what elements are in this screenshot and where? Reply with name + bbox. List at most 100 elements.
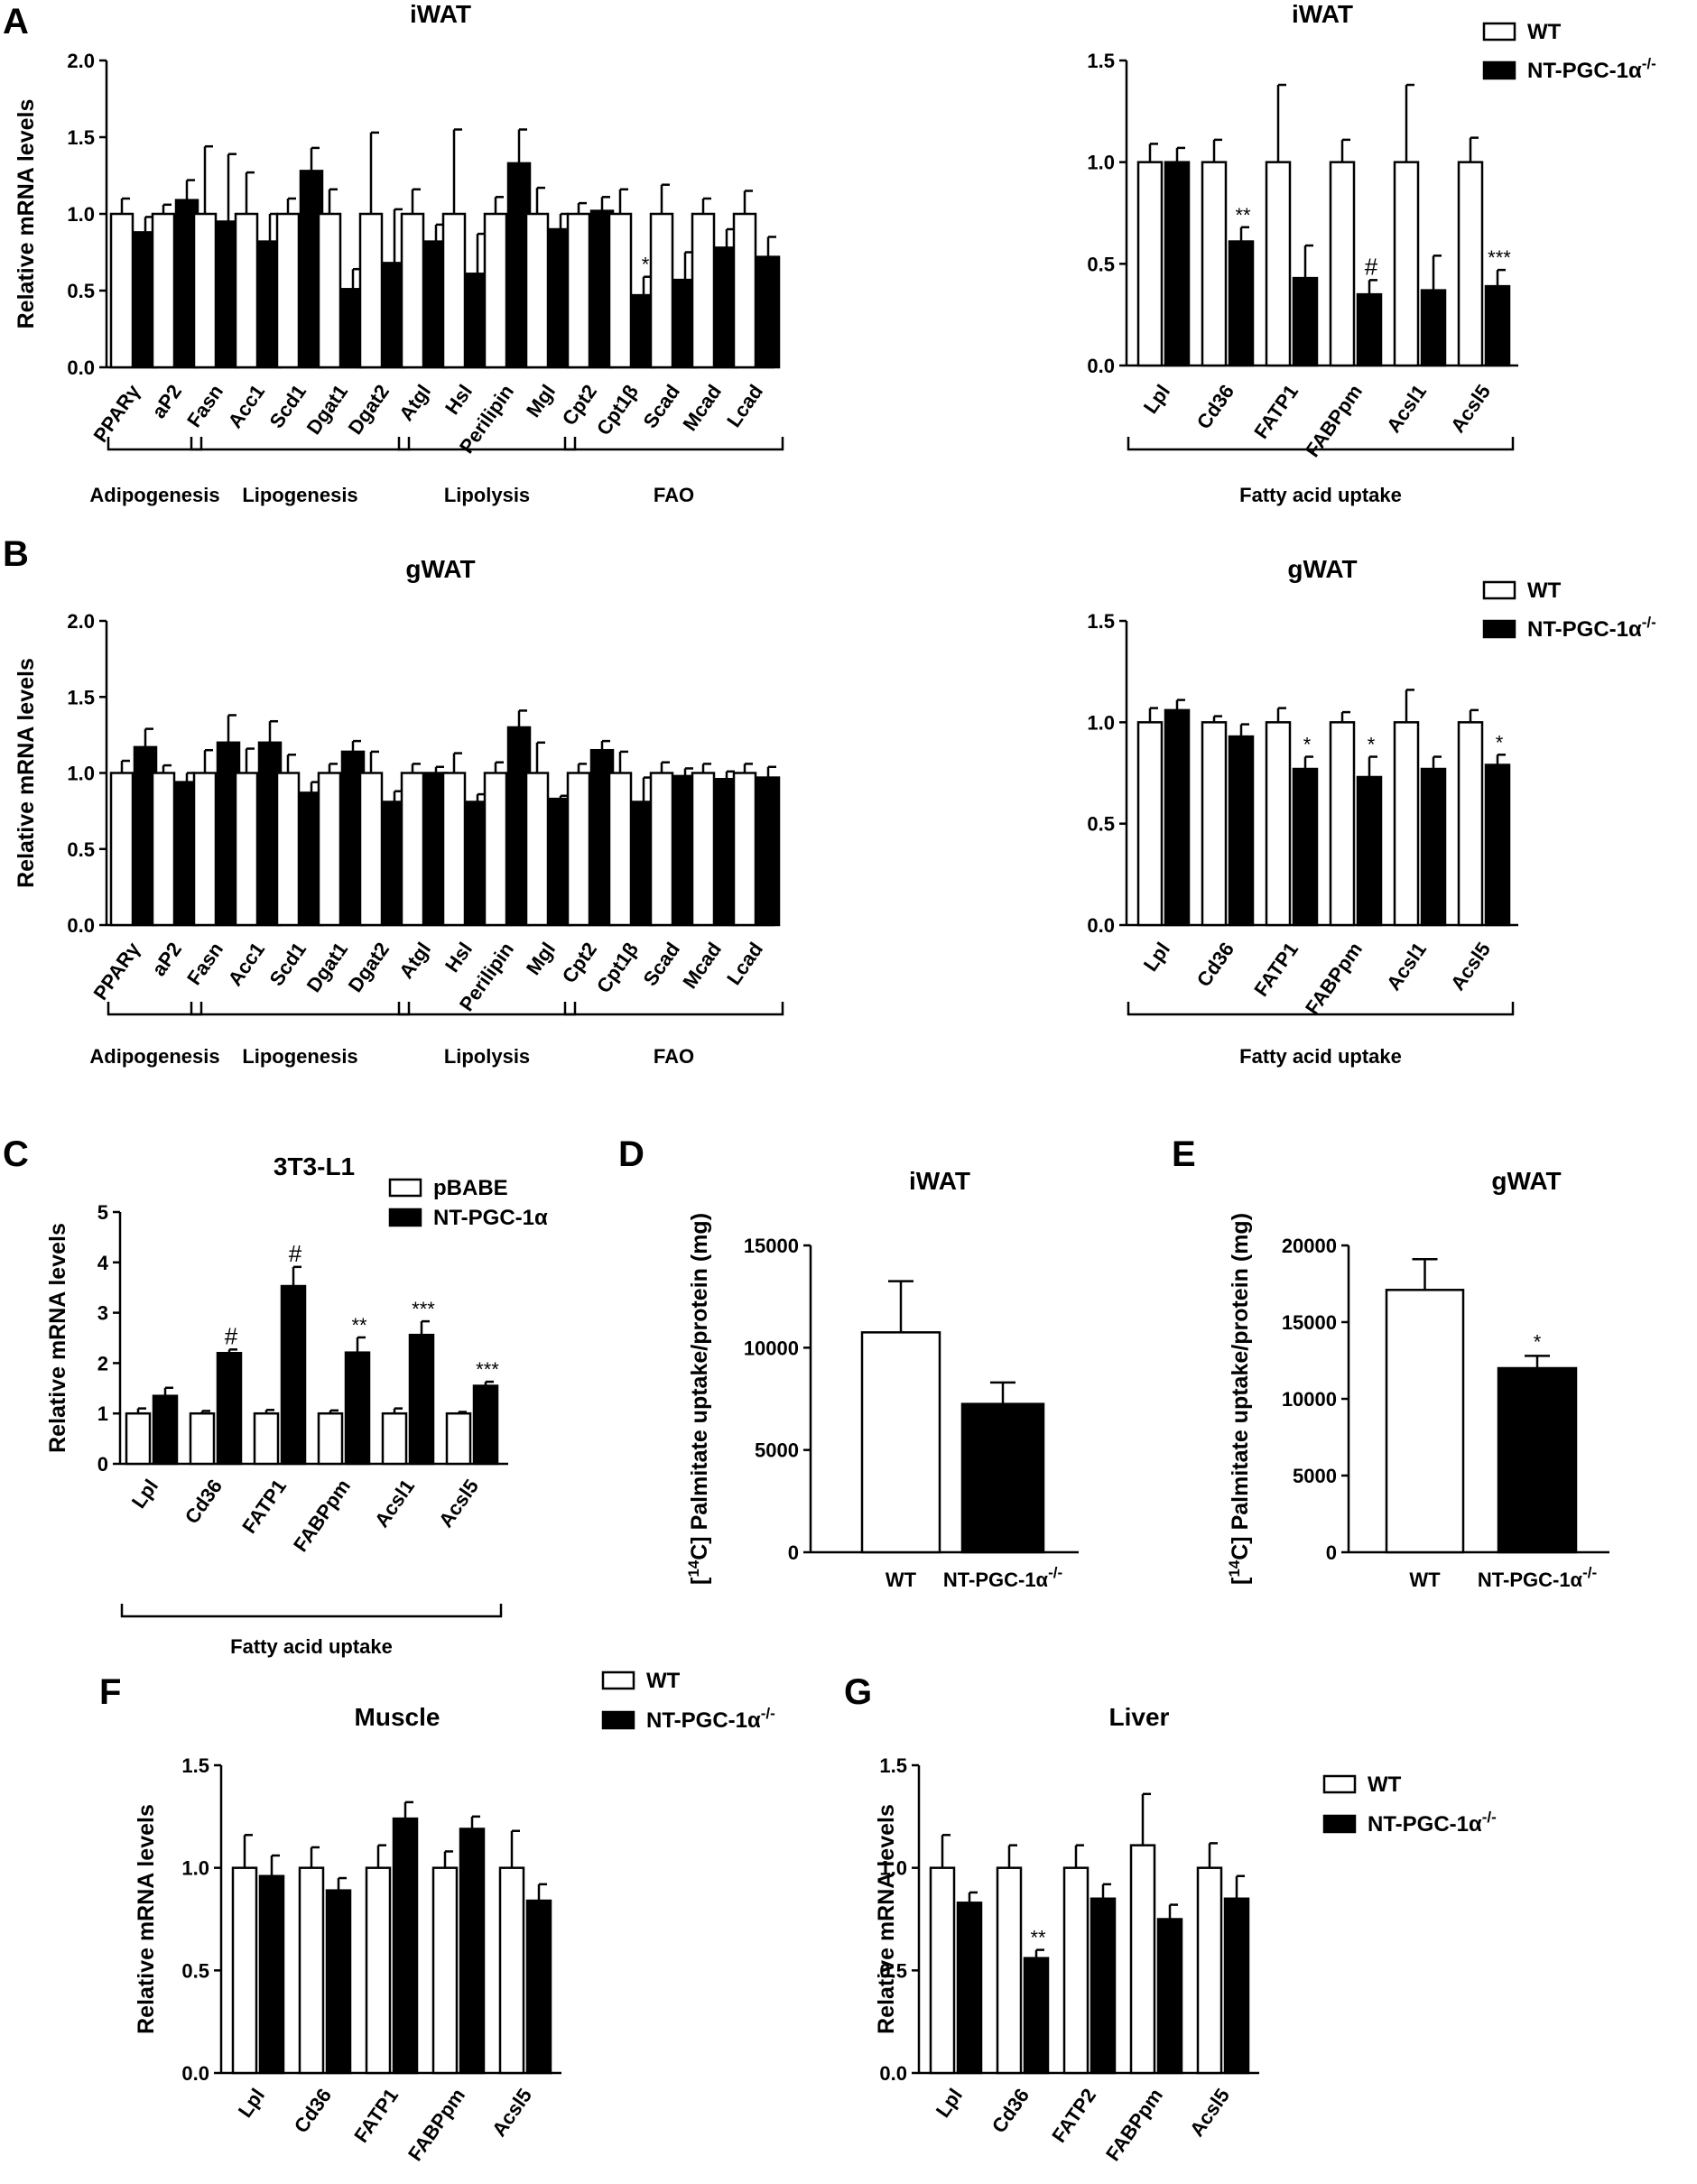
bar-ko bbox=[392, 1817, 419, 2075]
chart-G: G Liver 0.0 0.5 1.0 1.5 Relative mRNA levels Lp… bbox=[844, 1672, 1497, 2165]
significance-marker: * bbox=[642, 254, 650, 276]
y-axis-label-part: 14 bbox=[685, 1559, 702, 1577]
y-tick-label: 4 bbox=[97, 1252, 109, 1274]
bar-ko bbox=[472, 1384, 499, 1466]
y-tick-label: 1.0 bbox=[879, 1857, 907, 1880]
y-tick-label: 0.5 bbox=[879, 1959, 907, 1982]
bar-wt bbox=[732, 772, 757, 927]
category-label: NT-PGC-1α-/- bbox=[943, 1564, 1062, 1591]
y-axis-label-part: [ bbox=[1228, 1577, 1253, 1585]
category-label: Acsl5 bbox=[487, 2085, 536, 2141]
legend-label: WT bbox=[646, 1669, 681, 1693]
bar-ko bbox=[1228, 240, 1255, 367]
bar-ko bbox=[1420, 289, 1447, 367]
category-label: FATP2 bbox=[1047, 2085, 1100, 2147]
y-tick-label: 0.0 bbox=[181, 2062, 209, 2085]
bar-wt bbox=[607, 212, 633, 369]
category-label: FABPpm bbox=[1301, 939, 1367, 1019]
legend-label-sup: -/- bbox=[1642, 614, 1656, 631]
bar-wt bbox=[234, 212, 259, 369]
legend-label-sup: -/- bbox=[1642, 55, 1656, 72]
panel-label: F bbox=[99, 1672, 121, 1712]
bar-wt bbox=[358, 212, 384, 369]
y-tick-label: 2.0 bbox=[67, 50, 95, 72]
chart-title: iWAT bbox=[410, 0, 471, 28]
bar-ko bbox=[344, 1351, 371, 1466]
y-tick-label: 1 bbox=[97, 1402, 108, 1425]
chart-F: F Muscle 0.0 0.5 1.0 1.5 Relative mRNA levels L… bbox=[99, 1669, 775, 2165]
category-label: Dgat2 bbox=[344, 939, 394, 996]
bar-wt bbox=[125, 1411, 152, 1466]
bar-wt bbox=[231, 1866, 258, 2075]
bar-ko bbox=[408, 1333, 435, 1466]
panel-label: E bbox=[1172, 1134, 1196, 1174]
bar-ko bbox=[459, 1828, 486, 2075]
legend-swatch bbox=[1482, 22, 1516, 42]
group-label: FAO bbox=[654, 484, 694, 506]
category-label: Mgl bbox=[522, 939, 560, 979]
y-tick-label: 1.5 bbox=[1087, 50, 1115, 72]
y-tick-label: 0.5 bbox=[1087, 253, 1115, 275]
legend-label-sup: -/- bbox=[761, 1705, 775, 1722]
legend-label: WT bbox=[1527, 20, 1562, 44]
bar-wt bbox=[445, 1411, 472, 1466]
category-label: Scad bbox=[638, 381, 684, 432]
y-tick-label: 0.0 bbox=[879, 2062, 907, 2085]
category-label: Cd36 bbox=[290, 2085, 336, 2137]
bar-ko bbox=[1420, 767, 1447, 927]
group-bracket bbox=[190, 1002, 411, 1016]
bar-wt bbox=[929, 1866, 956, 2075]
significance-marker: *** bbox=[476, 1358, 499, 1381]
bar-wt bbox=[1196, 1866, 1223, 2075]
bar-ko bbox=[152, 1394, 179, 1466]
y-tick-label: 0 bbox=[788, 1541, 799, 1564]
category-label-sup: -/- bbox=[1048, 1564, 1062, 1581]
group-bracket bbox=[107, 437, 203, 451]
bar-wt bbox=[1136, 161, 1164, 367]
legend-swatch bbox=[388, 1208, 422, 1227]
category-label: WT bbox=[886, 1569, 917, 1591]
y-tick-label: 3 bbox=[97, 1302, 108, 1325]
category-label: Dgat2 bbox=[344, 381, 394, 439]
y-tick-label: 1.5 bbox=[1087, 610, 1115, 633]
y-axis-label-part: [ bbox=[687, 1577, 712, 1585]
significance-marker: ** bbox=[351, 1314, 367, 1337]
y-axis-label: Relative mRNA levels bbox=[134, 1804, 159, 2034]
bar-wt bbox=[1329, 721, 1356, 927]
category-label: Fasn bbox=[182, 381, 227, 431]
chart-title: gWAT bbox=[1287, 555, 1357, 583]
y-tick-label: 1.5 bbox=[181, 1754, 209, 1777]
y-axis-label: Relative mRNA levels bbox=[45, 1223, 70, 1453]
bar-wt bbox=[607, 772, 633, 927]
category-label: Fasn bbox=[182, 939, 227, 989]
bar-ko bbox=[1023, 1957, 1050, 2075]
y-axis-label: Relative mRNA levels bbox=[874, 1804, 899, 2034]
bar-wt bbox=[192, 212, 218, 369]
bar-wt bbox=[649, 212, 674, 369]
group-label: Lipogenesis bbox=[242, 1045, 357, 1068]
category-label: Mgl bbox=[522, 381, 560, 421]
group-bracket bbox=[107, 1002, 203, 1016]
y-tick-label: 15000 bbox=[1282, 1311, 1337, 1334]
bar-wt bbox=[1457, 161, 1484, 367]
legend-label: NT-PGC-1α-/- bbox=[1527, 614, 1656, 642]
category-label: Acsl5 bbox=[1446, 939, 1495, 995]
significance-marker: *** bbox=[412, 1298, 435, 1320]
category-label: Hsl bbox=[440, 381, 477, 419]
bar-ko bbox=[1292, 767, 1319, 927]
bar-ko bbox=[1356, 775, 1383, 927]
group-bracket bbox=[1127, 437, 1515, 451]
y-tick-label: 1.0 bbox=[1087, 711, 1115, 734]
group-label: Fatty acid uptake bbox=[1239, 1045, 1402, 1068]
bar-ko bbox=[1484, 284, 1511, 367]
significance-marker: * bbox=[1303, 734, 1312, 756]
category-label: FATP1 bbox=[237, 1476, 291, 1538]
category-label: Scad bbox=[638, 939, 684, 990]
bar-ko bbox=[1090, 1897, 1117, 2075]
bar-wt bbox=[1457, 721, 1484, 927]
bar-wt bbox=[524, 212, 550, 369]
bar-ko bbox=[1356, 292, 1383, 367]
